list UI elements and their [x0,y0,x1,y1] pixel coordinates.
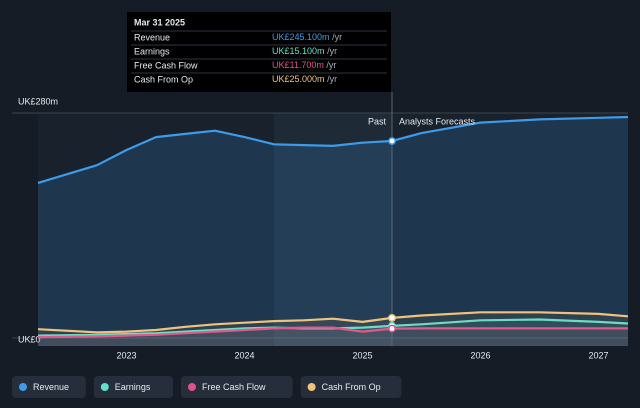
legend-label: Earnings [115,382,151,392]
tooltip-amount: UK£25.000m [272,74,325,84]
series-area [38,117,628,346]
legend-button[interactable] [300,376,402,398]
legend-item[interactable]: Free Cash Flow [181,376,293,398]
legend-item[interactable]: Earnings [93,376,173,398]
series-area [38,319,628,346]
legend-swatch [188,383,196,391]
tooltip-amount: UK£245.100m [272,32,330,42]
tooltip-date: Mar 31 2025 [134,17,185,27]
legend-swatch [307,383,316,391]
point-marker [388,313,396,322]
tooltip-value: UK£25.000m /yr [272,74,337,84]
past-label: Past [368,116,387,126]
legend-item[interactable]: Revenue [12,376,86,398]
y-tick-label: UK£280m [18,96,58,106]
series-line [37,326,628,339]
tooltip-unit: /yr [327,74,337,84]
tooltip-unit: /yr [326,60,336,70]
legend-button[interactable] [93,376,173,398]
tooltip-amount: UK£15.100m [272,46,325,56]
series-line [37,311,629,334]
legend-item[interactable]: Cash From Op [300,376,402,398]
tooltip-value: UK£15.100m /yr [272,46,337,56]
past-highlight [274,113,392,346]
legend-swatch [19,383,27,391]
tooltip-value: UK£245.100m /yr [272,32,342,42]
series-area [38,327,628,346]
tooltip-value: UK£11.700m /yr [272,60,336,70]
point-marker [388,137,396,145]
x-tick-label: 2026 [470,350,490,360]
tooltip-unit: /yr [332,32,342,42]
x-tick-label: 2025 [352,350,372,360]
x-tick-label: 2027 [588,350,608,360]
series-line [37,115,629,184]
legend-label: Free Cash Flow [202,382,266,392]
point-marker [388,324,396,333]
series-area [38,312,628,346]
legend-button[interactable] [12,376,86,398]
tooltip-label: Revenue [134,32,170,42]
legend-label: Revenue [33,382,69,392]
y-tick-label: UK£0 [18,334,41,344]
x-tick-label: 2023 [116,350,136,360]
tooltip-unit: /yr [327,46,337,56]
tooltip-label: Earnings [134,46,170,56]
legend-swatch [100,383,109,391]
forecast-label: Analysts Forecasts [399,116,476,126]
tooltip-amount: UK£11.700m [272,60,324,70]
x-tick-label: 2024 [234,350,254,360]
tooltip: Mar 31 2025 Revenue UK£245.100m /yr Earning… [127,12,391,92]
tooltip-label: Free Cash Flow [134,60,198,70]
tooltip-box [127,12,391,92]
tooltip-label: Cash From Op [134,74,193,84]
legend-button[interactable] [181,376,293,398]
legend-label: Cash From Op [322,382,381,392]
